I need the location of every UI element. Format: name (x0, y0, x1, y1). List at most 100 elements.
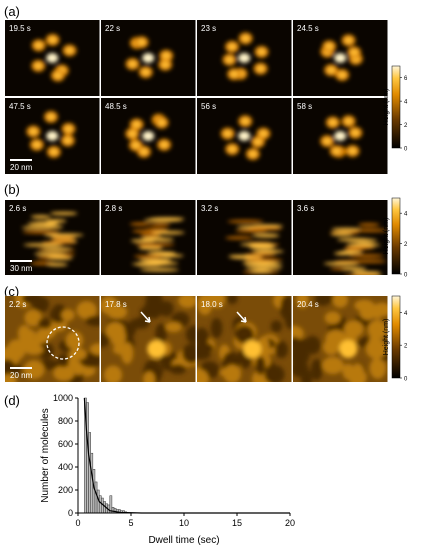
x-tick-label: 10 (179, 518, 189, 528)
blob (241, 117, 250, 125)
x-tick-label: 20 (285, 518, 295, 528)
afm-image (5, 98, 100, 174)
streak (244, 258, 283, 262)
blob (37, 342, 54, 359)
colorbar (391, 65, 401, 149)
timestamp: 48.5 s (105, 102, 127, 111)
blob (182, 343, 196, 364)
blob (296, 296, 309, 309)
streak (252, 233, 279, 237)
blob (238, 53, 251, 63)
blob (105, 322, 125, 340)
blob (348, 147, 357, 155)
blob (65, 46, 74, 54)
timestamp: 47.5 s (9, 102, 31, 111)
blob (178, 296, 196, 308)
x-tick-label: 0 (75, 518, 80, 528)
blob (230, 70, 239, 78)
blob (325, 329, 347, 348)
blob (359, 305, 377, 320)
timestamp: 24.5 s (297, 24, 319, 33)
blob (241, 34, 250, 42)
blob (334, 53, 347, 63)
blob (128, 60, 137, 68)
afm-image (293, 20, 388, 96)
streak (34, 252, 68, 256)
blob (328, 119, 337, 127)
streak (30, 215, 51, 219)
streak (42, 241, 77, 245)
image-content (197, 296, 292, 382)
streak (330, 232, 353, 236)
afm-image (197, 20, 292, 96)
bar (90, 452, 94, 514)
afm-image (5, 20, 100, 96)
blob (46, 53, 59, 63)
blob (228, 145, 237, 153)
blob (234, 325, 254, 344)
blob (34, 41, 43, 49)
panel-label: (d) (4, 393, 20, 408)
streak (225, 236, 254, 240)
streak (244, 262, 283, 266)
panel-label: (a) (4, 4, 20, 19)
blob (53, 71, 62, 79)
streak (353, 242, 375, 246)
streak (230, 255, 263, 259)
colorbar (391, 295, 401, 379)
colorbar-tick-label: 6 (404, 76, 408, 82)
streak (345, 238, 378, 243)
y-tick-label: 0 (68, 508, 73, 518)
timestamp: 3.6 s (297, 204, 314, 213)
blob (255, 356, 266, 375)
streak (245, 266, 283, 270)
arrow (140, 311, 151, 323)
blob (139, 306, 157, 318)
blob (76, 301, 97, 319)
timestamp: 58 s (297, 102, 312, 111)
blob (22, 296, 43, 305)
streak (138, 246, 163, 250)
blob (197, 327, 209, 347)
blob (49, 148, 58, 156)
streak (138, 258, 172, 262)
blob (169, 364, 187, 375)
blob (223, 130, 232, 138)
y-tick-label: 400 (58, 462, 73, 472)
blob (57, 353, 69, 368)
blob (274, 340, 289, 359)
image-content (220, 115, 271, 161)
blob (65, 331, 84, 350)
blob (338, 71, 347, 79)
blob (68, 348, 87, 361)
y-tick-label: 1000 (53, 393, 73, 403)
streak (151, 230, 185, 235)
colorbar-label: Height (nm) (383, 218, 390, 255)
y-tick-label: 800 (58, 416, 73, 426)
afm-image (101, 98, 196, 174)
blob (24, 344, 44, 355)
blob (350, 48, 359, 56)
blob (334, 131, 347, 141)
streak (331, 227, 361, 232)
blob (131, 141, 140, 149)
scale-label: 30 nm (10, 264, 33, 273)
colorbar-tick-label: 4 (404, 311, 408, 317)
colorbar-label: Height (nm) (383, 89, 390, 126)
blob (284, 309, 292, 330)
blob (5, 373, 17, 382)
blob (259, 130, 268, 138)
streak (353, 259, 387, 263)
afm-image (197, 200, 292, 275)
blob (219, 367, 239, 378)
streak (131, 229, 157, 233)
afm-image (293, 296, 388, 382)
streak (139, 268, 180, 272)
timestamp: 56 s (201, 102, 216, 111)
blob (112, 344, 131, 355)
blob (314, 296, 331, 306)
streak (46, 263, 68, 267)
timestamp: 2.6 s (9, 204, 26, 213)
streak (51, 236, 77, 240)
fit-line (83, 397, 290, 514)
